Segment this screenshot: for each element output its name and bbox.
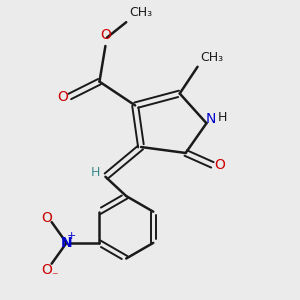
Text: N: N <box>61 236 72 250</box>
Text: O: O <box>214 158 225 172</box>
Text: +: + <box>67 231 76 241</box>
Text: O: O <box>100 28 111 41</box>
Text: H: H <box>90 166 100 179</box>
Text: H: H <box>218 111 227 124</box>
Text: O: O <box>57 89 68 103</box>
Text: ⁻: ⁻ <box>51 271 58 284</box>
Text: N: N <box>206 112 216 126</box>
Text: O: O <box>42 211 52 225</box>
Text: CH₃: CH₃ <box>200 51 224 64</box>
Text: O: O <box>42 262 52 277</box>
Text: CH₃: CH₃ <box>129 6 152 19</box>
